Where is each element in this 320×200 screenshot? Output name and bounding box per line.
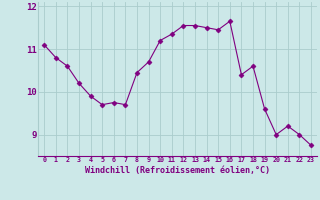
- X-axis label: Windchill (Refroidissement éolien,°C): Windchill (Refroidissement éolien,°C): [85, 166, 270, 175]
